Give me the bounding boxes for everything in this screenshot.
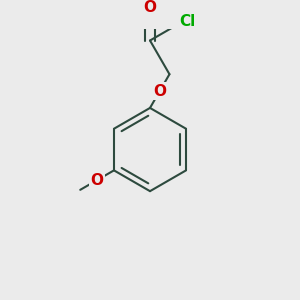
- Text: O: O: [143, 0, 157, 15]
- Text: O: O: [153, 84, 166, 99]
- Text: O: O: [91, 172, 103, 188]
- Text: Cl: Cl: [179, 14, 195, 29]
